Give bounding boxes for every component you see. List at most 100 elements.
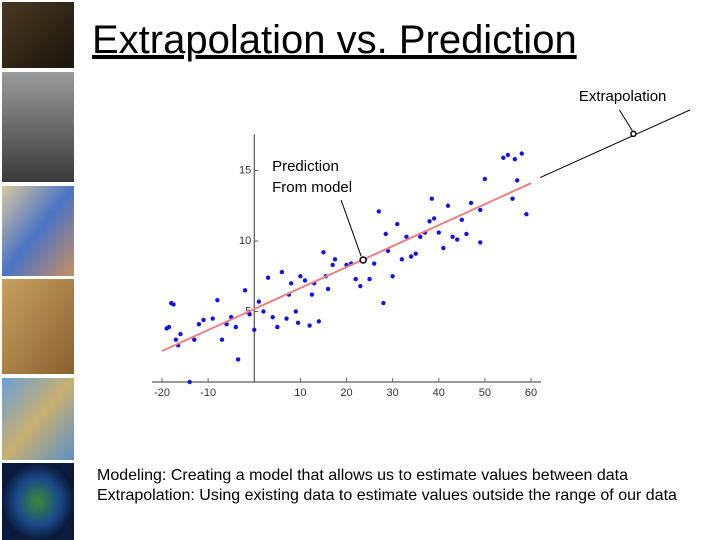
x-tick-label: 10	[294, 387, 306, 399]
x-tick-label: 20	[340, 387, 352, 399]
data-point	[505, 152, 511, 158]
x-tick-label: -20	[154, 387, 170, 399]
data-point	[478, 207, 483, 213]
x-tick-label: 50	[479, 387, 491, 399]
data-point	[358, 283, 363, 289]
data-point	[316, 319, 322, 324]
data-point	[173, 337, 179, 342]
annotation: Extrapolation	[579, 88, 667, 105]
data-point	[293, 309, 298, 314]
data-point	[390, 274, 395, 279]
data-point	[468, 200, 474, 206]
data-point	[235, 357, 241, 362]
data-point	[459, 217, 465, 223]
data-point	[265, 275, 271, 280]
x-tick-label: -10	[200, 387, 216, 399]
data-point	[482, 176, 488, 182]
slide-title: Extrapolation vs. Prediction	[92, 18, 577, 62]
x-tick-label: 60	[525, 387, 537, 399]
data-point	[383, 231, 388, 237]
data-point	[371, 261, 377, 266]
annotation: From model	[272, 179, 352, 196]
data-point	[330, 262, 335, 268]
data-point	[219, 337, 225, 342]
data-point	[445, 203, 451, 208]
data-point	[252, 327, 257, 333]
data-point	[395, 221, 400, 227]
data-point	[215, 298, 220, 303]
data-point	[288, 281, 294, 286]
data-point	[399, 257, 405, 262]
data-point	[413, 251, 418, 256]
data-point	[367, 276, 372, 282]
data-point	[418, 234, 423, 239]
data-point	[187, 379, 192, 385]
data-point	[455, 237, 460, 242]
extrapolation-point	[630, 130, 637, 138]
thumbnail	[2, 186, 74, 276]
thumbnail	[2, 378, 74, 460]
data-point	[270, 314, 275, 320]
y-tick-label: 10	[239, 235, 251, 247]
x-tick-label: 30	[387, 387, 399, 399]
data-point	[332, 257, 338, 262]
caption-line: Modeling: Creating a model that allows u…	[97, 467, 628, 484]
data-point	[307, 323, 312, 328]
data-point	[279, 269, 285, 275]
data-point	[381, 300, 386, 306]
data-point	[247, 312, 252, 317]
annotation: Prediction	[272, 158, 339, 175]
data-point	[192, 337, 197, 342]
arrow	[618, 109, 633, 132]
data-point	[404, 234, 409, 239]
data-point	[478, 240, 483, 245]
data-point	[510, 196, 515, 201]
data-point	[242, 288, 248, 293]
data-point	[501, 155, 506, 161]
data-point	[441, 245, 446, 251]
thumbnail	[2, 279, 74, 374]
thumbnail	[2, 463, 74, 540]
data-point	[275, 324, 280, 330]
data-point	[178, 331, 183, 337]
data-point	[284, 316, 289, 321]
thumbnail	[2, 2, 74, 68]
data-point	[376, 209, 381, 214]
data-point	[196, 321, 202, 327]
x-tick-label: 40	[433, 387, 445, 399]
data-point	[298, 274, 303, 279]
thumbnail	[2, 72, 74, 182]
data-point	[429, 196, 435, 201]
data-point	[295, 320, 301, 325]
caption-line: Extrapolation: Using existing data to es…	[97, 487, 677, 504]
data-point	[450, 234, 455, 239]
prediction-point	[359, 256, 367, 264]
fit-line	[161, 182, 532, 352]
data-point	[171, 302, 176, 307]
data-point	[512, 157, 518, 162]
data-point	[233, 324, 238, 330]
data-point	[431, 216, 437, 221]
y-tick-label: 15	[239, 164, 251, 176]
data-point	[210, 316, 215, 321]
data-point	[325, 286, 331, 292]
data-point	[519, 151, 524, 156]
arrow	[340, 199, 362, 257]
data-point	[514, 178, 520, 183]
data-point	[309, 292, 315, 297]
data-point	[524, 212, 529, 217]
data-point	[256, 299, 262, 304]
data-point	[408, 254, 414, 259]
data-point	[166, 324, 172, 330]
extrapolation-line	[540, 109, 691, 179]
data-point	[261, 309, 266, 314]
data-point	[321, 250, 326, 255]
data-point	[427, 219, 432, 224]
caption: Modeling: Creating a model that allows u…	[97, 466, 697, 506]
data-point	[353, 276, 358, 282]
data-point	[201, 317, 206, 323]
data-point	[464, 231, 469, 237]
data-point	[302, 278, 308, 283]
